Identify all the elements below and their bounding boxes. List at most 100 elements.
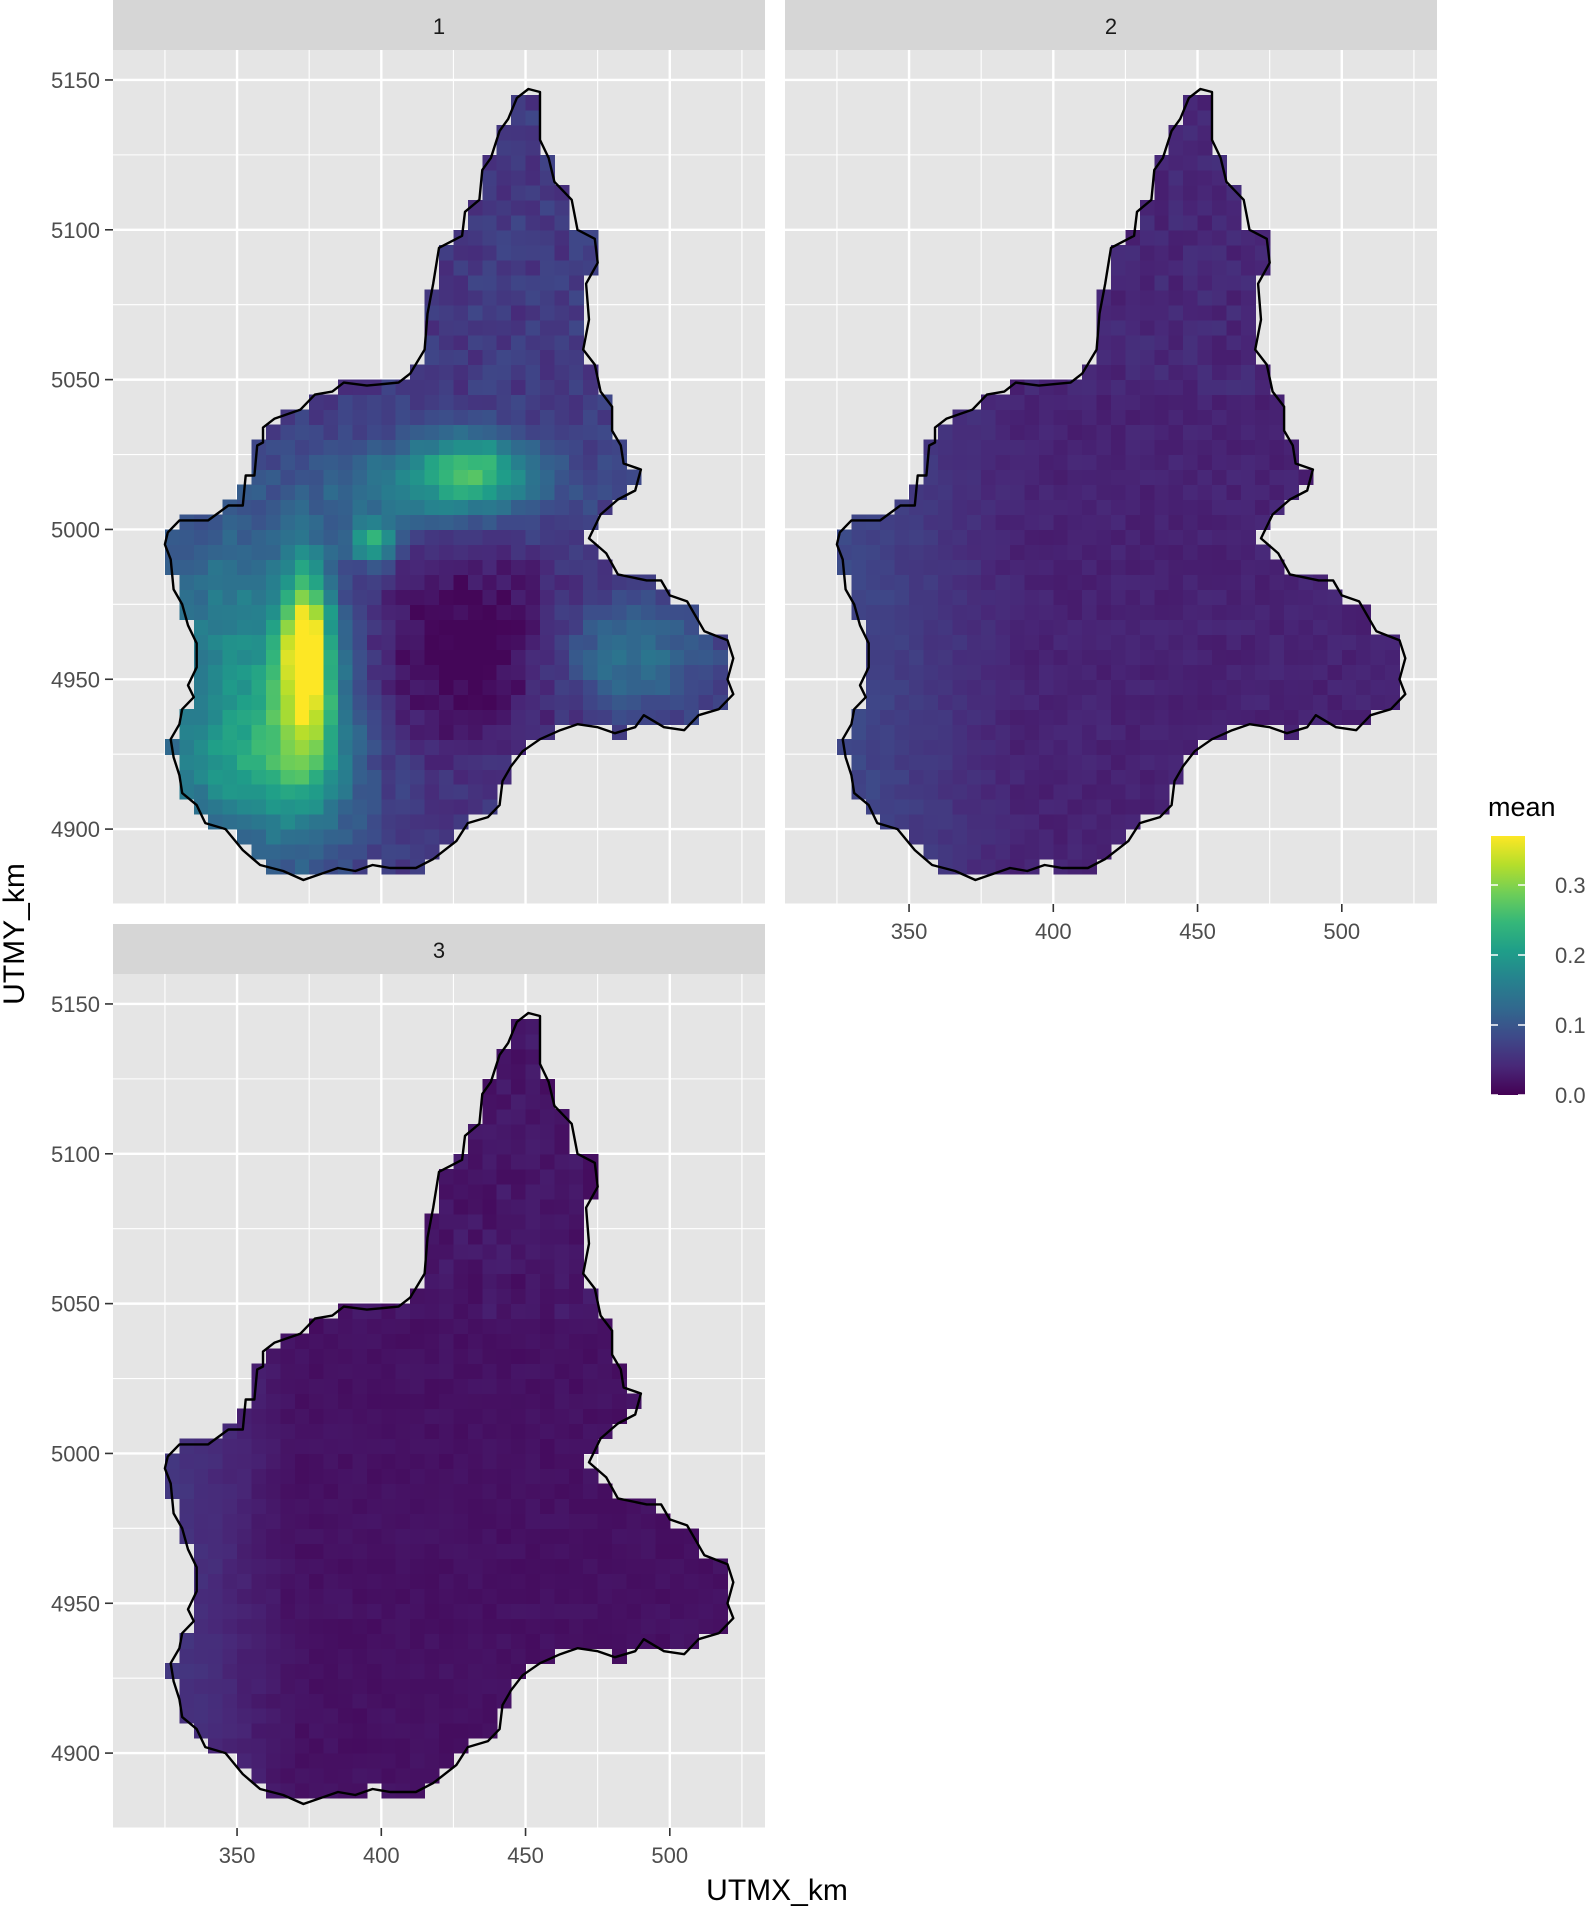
raster-cell [280, 634, 296, 650]
raster-cell [568, 1543, 584, 1559]
raster-cell [554, 589, 570, 605]
raster-cell [1183, 454, 1199, 471]
raster-cell [496, 274, 512, 291]
raster-cell [525, 334, 541, 351]
raster-cell [251, 1378, 267, 1395]
raster-cell [1154, 454, 1170, 471]
raster-cell [865, 679, 881, 695]
raster-cell [309, 724, 325, 740]
raster-cell [294, 754, 310, 770]
raster-cell [995, 694, 1011, 710]
legend-tick-label: 0.1 [1555, 1013, 1586, 1038]
raster-cell [612, 619, 628, 635]
raster-cell [237, 499, 253, 516]
raster-cell [1010, 574, 1026, 590]
y-axis-title: UTMY_km [0, 863, 31, 1005]
raster-cell [1211, 724, 1227, 740]
raster-cell [265, 1468, 281, 1485]
raster-cell [453, 739, 469, 755]
raster-cell [1111, 709, 1127, 725]
raster-cell [568, 619, 584, 635]
raster-cell [179, 1648, 195, 1664]
raster-cell [439, 544, 455, 561]
raster-cell [1082, 469, 1098, 486]
raster-cell [1053, 514, 1069, 531]
raster-cell [1226, 349, 1242, 366]
raster-cell [251, 709, 267, 725]
raster-cell [568, 1603, 584, 1619]
raster-cell [179, 1513, 195, 1529]
raster-cell [894, 739, 910, 755]
raster-cell [1183, 394, 1199, 411]
raster-cell [1125, 319, 1141, 336]
raster-cell [395, 1408, 411, 1425]
raster-cell [482, 1633, 498, 1649]
raster-cell [366, 499, 382, 516]
raster-cell [338, 1708, 354, 1724]
raster-cell [511, 94, 527, 111]
raster-cell [410, 1573, 426, 1589]
raster-cell [352, 1633, 368, 1649]
raster-cell [539, 274, 555, 291]
raster-cell [909, 739, 925, 755]
raster-cell [208, 1438, 224, 1455]
raster-cell [894, 634, 910, 650]
raster-cell [208, 754, 224, 770]
raster-cell [539, 1483, 555, 1499]
raster-cell [568, 334, 584, 351]
raster-cell [424, 1708, 440, 1724]
raster-cell [909, 784, 925, 800]
raster-cell [1024, 454, 1040, 471]
raster-cell [265, 1423, 281, 1440]
raster-cell [323, 589, 339, 605]
raster-cell [909, 514, 925, 531]
raster-cell [381, 1543, 397, 1559]
raster-cell [597, 1333, 613, 1350]
raster-cell [1168, 214, 1184, 231]
raster-cell [894, 529, 910, 546]
raster-cell [467, 589, 483, 605]
raster-cell [439, 469, 455, 486]
raster-cell [894, 544, 910, 561]
y-tick-label: 5050 [51, 368, 100, 393]
raster-cell [1211, 574, 1227, 590]
raster-cell [1197, 559, 1213, 575]
raster-cell [482, 1153, 498, 1170]
raster-cell [366, 1738, 382, 1754]
raster-cell [1183, 424, 1199, 441]
raster-cell [280, 1633, 296, 1649]
raster-cell [496, 409, 512, 426]
raster-cell [1197, 679, 1213, 695]
raster-cell [1053, 559, 1069, 575]
raster-cell [669, 604, 685, 620]
raster-cell [338, 799, 354, 815]
raster-cell [467, 1348, 483, 1365]
raster-cell [1139, 799, 1155, 815]
raster-cell [1183, 739, 1199, 755]
raster-cell [909, 499, 925, 516]
raster-cell [597, 1513, 613, 1529]
raster-cell [352, 529, 368, 546]
raster-cell [511, 244, 527, 261]
raster-cell [496, 469, 512, 486]
raster-cell [1067, 649, 1083, 665]
raster-cell [381, 649, 397, 665]
raster-cell [453, 634, 469, 650]
raster-cell [482, 199, 498, 216]
raster-cell [1240, 709, 1256, 725]
raster-cell [981, 709, 997, 725]
raster-cell [981, 484, 997, 501]
raster-cell [511, 604, 527, 620]
raster-cell [1125, 754, 1141, 770]
raster-cell [1082, 454, 1098, 471]
raster-cell [612, 1558, 628, 1574]
raster-cell [179, 1663, 195, 1679]
raster-cell [482, 649, 498, 665]
raster-cell [1226, 184, 1242, 201]
raster-cell [1125, 634, 1141, 650]
raster-cell [265, 1648, 281, 1664]
raster-cell [439, 424, 455, 441]
raster-cell [395, 1648, 411, 1664]
raster-cell [294, 469, 310, 486]
raster-cell [1053, 649, 1069, 665]
